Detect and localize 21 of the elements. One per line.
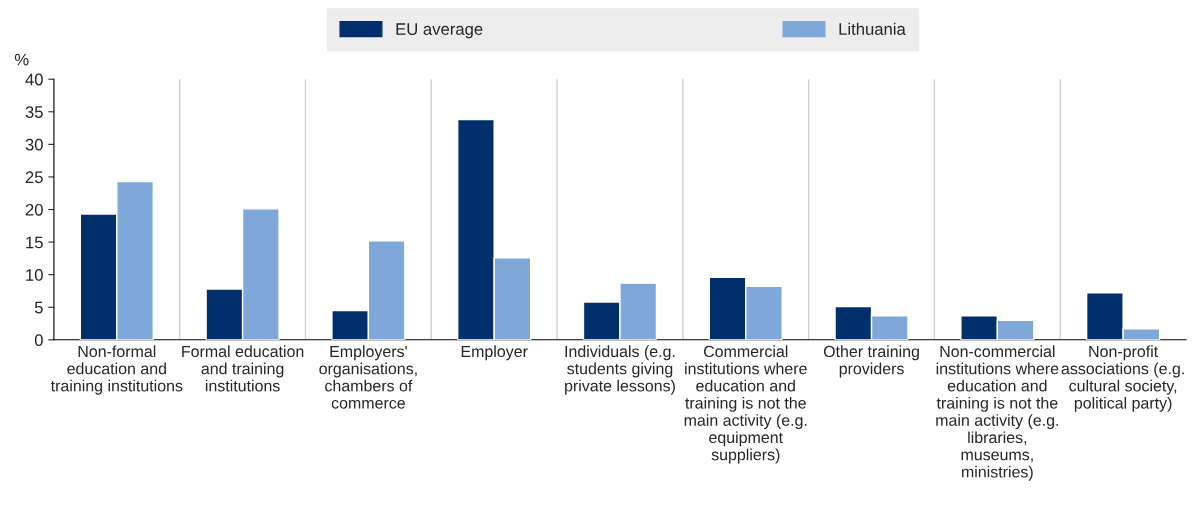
x-tick-label: Employers' organisations, chambers of commerce xyxy=(319,345,417,409)
y-tick-label: 20 xyxy=(25,203,43,216)
x-tick-label: Other training providers xyxy=(823,345,919,378)
y-tick-label: 25 xyxy=(25,171,43,184)
x-tick-label: Commercial institutions where education and training is not the main activity (e.g. equipment suppliers) xyxy=(684,345,807,464)
legend-label: EU average xyxy=(396,23,483,39)
y-tick-label: 35 xyxy=(25,106,43,118)
y-tick-label: 5 xyxy=(34,301,43,314)
y-tick-label: 0 xyxy=(34,334,43,347)
y-axis-title: % xyxy=(14,53,29,66)
y-tick-label: 30 xyxy=(25,138,43,151)
y-tick-label: 10 xyxy=(26,269,43,281)
x-tick-label: Non-commercial institutions where education and training is not the main activity (e.g. libraries, museums, ministries) xyxy=(936,345,1059,481)
x-tick-label: Individuals (e.g. students giving private lessons) xyxy=(565,345,675,395)
x-tick-label: Formal education and training institutions xyxy=(182,345,304,392)
y-tick-label: 15 xyxy=(26,236,43,249)
x-tick-label: Non-formal education and training institutions xyxy=(50,345,183,395)
legend-label: Lithuania xyxy=(839,22,906,35)
x-tick-label: Employer xyxy=(461,345,528,361)
x-tick-label: Non-profit associations (e.g. cultural society, political party) xyxy=(1061,345,1184,412)
y-tick-label: 40 xyxy=(25,73,43,86)
